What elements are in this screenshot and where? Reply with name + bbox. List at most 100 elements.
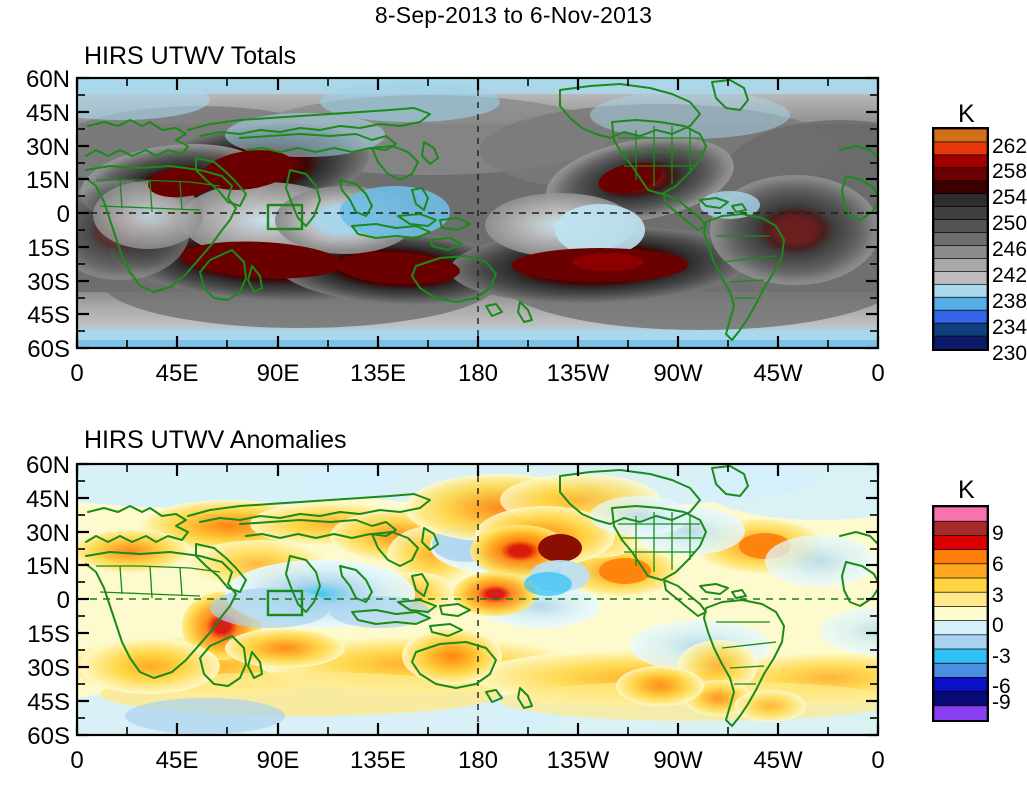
colorbar-band xyxy=(933,535,988,551)
cb-tick-250: 250 xyxy=(992,212,1027,235)
lon-label-0b: 0 xyxy=(871,360,885,387)
lon-label-45E-anom: 45E xyxy=(155,747,199,774)
colorbar-band xyxy=(933,520,988,537)
colorbar-band xyxy=(933,180,988,195)
lon-label-90E: 90E xyxy=(256,360,300,387)
cb-tick-246: 246 xyxy=(992,238,1027,261)
figure-title: 8-Sep-2013 to 6-Nov-2013 xyxy=(374,2,653,28)
cb-tick-262: 262 xyxy=(992,135,1027,158)
lat-label-45N-anom: 45N xyxy=(25,486,70,513)
lat-label-60S: 60S xyxy=(27,336,70,363)
lat-label-15S: 15S xyxy=(27,235,70,262)
lat-label-30S-anom: 30S xyxy=(27,655,70,682)
colorbar-band xyxy=(933,154,988,169)
colorbar-band xyxy=(933,245,988,260)
lon-label-0a-anom: 0 xyxy=(70,747,84,774)
colorbar-band xyxy=(933,141,988,156)
colorbar-band xyxy=(933,691,988,707)
colorbar-band xyxy=(933,620,988,636)
lon-label-45W-anom: 45W xyxy=(753,747,803,774)
cb-tick-238: 238 xyxy=(992,290,1027,313)
colorbar-band xyxy=(933,283,988,298)
colorbar-band xyxy=(933,322,988,337)
lon-label-45E: 45E xyxy=(155,360,199,387)
lon-label-90W: 90W xyxy=(653,360,703,387)
colorbar-band xyxy=(933,506,988,522)
colorbar-band xyxy=(933,206,988,221)
coastlines-totals xyxy=(85,79,878,341)
colorbar-band xyxy=(933,577,988,593)
lat-label-15S-anom: 15S xyxy=(27,621,70,648)
panel-anomalies: HIRS UTWV Anomalies xyxy=(0,416,1027,788)
lon-label-135E: 135E xyxy=(349,360,407,387)
panel-anomalies-title: HIRS UTWV Anomalies xyxy=(84,426,347,454)
lat-label-30N: 30N xyxy=(25,134,70,161)
cb-tick-m6: -6 xyxy=(992,675,1011,698)
colorbar-band xyxy=(933,335,988,350)
region-box-marker-anom xyxy=(266,589,304,617)
totals-colorbar-unit: K xyxy=(958,100,975,128)
lat-label-15N: 15N xyxy=(25,167,70,194)
colorbar-band xyxy=(933,634,988,650)
cb-tick-234: 234 xyxy=(992,316,1027,339)
cb-tick-3: 3 xyxy=(992,584,1004,607)
lat-label-45S-anom: 45S xyxy=(27,689,70,716)
cb-tick-242: 242 xyxy=(992,264,1027,287)
coastlines-anomalies xyxy=(85,465,878,727)
colorbar-band xyxy=(933,705,988,721)
totals-colorbar xyxy=(932,127,989,351)
lon-label-0b-anom: 0 xyxy=(871,747,885,774)
colorbar-band xyxy=(933,563,988,579)
colorbar-band xyxy=(933,309,988,324)
panel-totals: HIRS UTWV Totals xyxy=(0,30,1027,410)
anomalies-colorbar xyxy=(932,505,989,722)
lon-label-135E-anom: 135E xyxy=(349,747,407,774)
cb-tick-9: 9 xyxy=(992,522,1004,545)
cb-tick-0: 0 xyxy=(992,614,1004,637)
lat-label-45N: 45N xyxy=(25,100,70,127)
cb-tick-254: 254 xyxy=(992,186,1027,209)
lat-label-60S-anom: 60S xyxy=(27,723,70,750)
colorbar-band xyxy=(933,219,988,234)
colorbar-band xyxy=(933,677,988,693)
cb-tick-258: 258 xyxy=(992,160,1027,183)
colorbar-band xyxy=(933,167,988,182)
panel-totals-map xyxy=(75,76,880,350)
lat-label-45S: 45S xyxy=(27,302,70,329)
anomalies-colorbar-unit: K xyxy=(958,476,975,504)
colorbar-band xyxy=(933,232,988,247)
lon-label-45W: 45W xyxy=(753,360,803,387)
lat-label-0-anom: 0 xyxy=(56,587,70,614)
lon-label-90W-anom: 90W xyxy=(653,747,703,774)
lat-label-0: 0 xyxy=(56,201,70,228)
region-box-marker xyxy=(266,203,304,231)
cb-tick-230: 230 xyxy=(992,342,1027,365)
lon-label-135W: 135W xyxy=(546,360,610,387)
colorbar-band xyxy=(933,591,988,608)
cb-tick-m3: -3 xyxy=(992,645,1011,668)
lon-label-0a: 0 xyxy=(70,360,84,387)
lon-label-135W-anom: 135W xyxy=(546,747,610,774)
colorbar-band xyxy=(933,128,988,143)
lat-label-15N-anom: 15N xyxy=(25,553,70,580)
colorbar-band xyxy=(933,648,988,664)
colorbar-band xyxy=(933,662,988,679)
colorbar-band xyxy=(933,549,988,565)
lat-label-60N-anom: 60N xyxy=(25,452,70,479)
panel-anomalies-map xyxy=(75,462,880,737)
cb-tick-6: 6 xyxy=(992,553,1004,576)
lat-label-60N: 60N xyxy=(25,66,70,93)
colorbar-band xyxy=(933,258,988,273)
lat-label-30N-anom: 30N xyxy=(25,520,70,547)
anomalies-field xyxy=(77,464,878,735)
panel-totals-axes xyxy=(75,76,880,350)
colorbar-band xyxy=(933,193,988,208)
panel-anomalies-axes xyxy=(75,462,880,737)
lat-label-30S: 30S xyxy=(27,269,70,296)
lon-label-180: 180 xyxy=(457,360,499,387)
lon-label-180-anom: 180 xyxy=(457,747,499,774)
colorbar-band xyxy=(933,606,988,622)
lon-label-90E-anom: 90E xyxy=(256,747,300,774)
colorbar-band xyxy=(933,271,988,286)
cb-tick-m9: -9 xyxy=(992,691,1011,714)
